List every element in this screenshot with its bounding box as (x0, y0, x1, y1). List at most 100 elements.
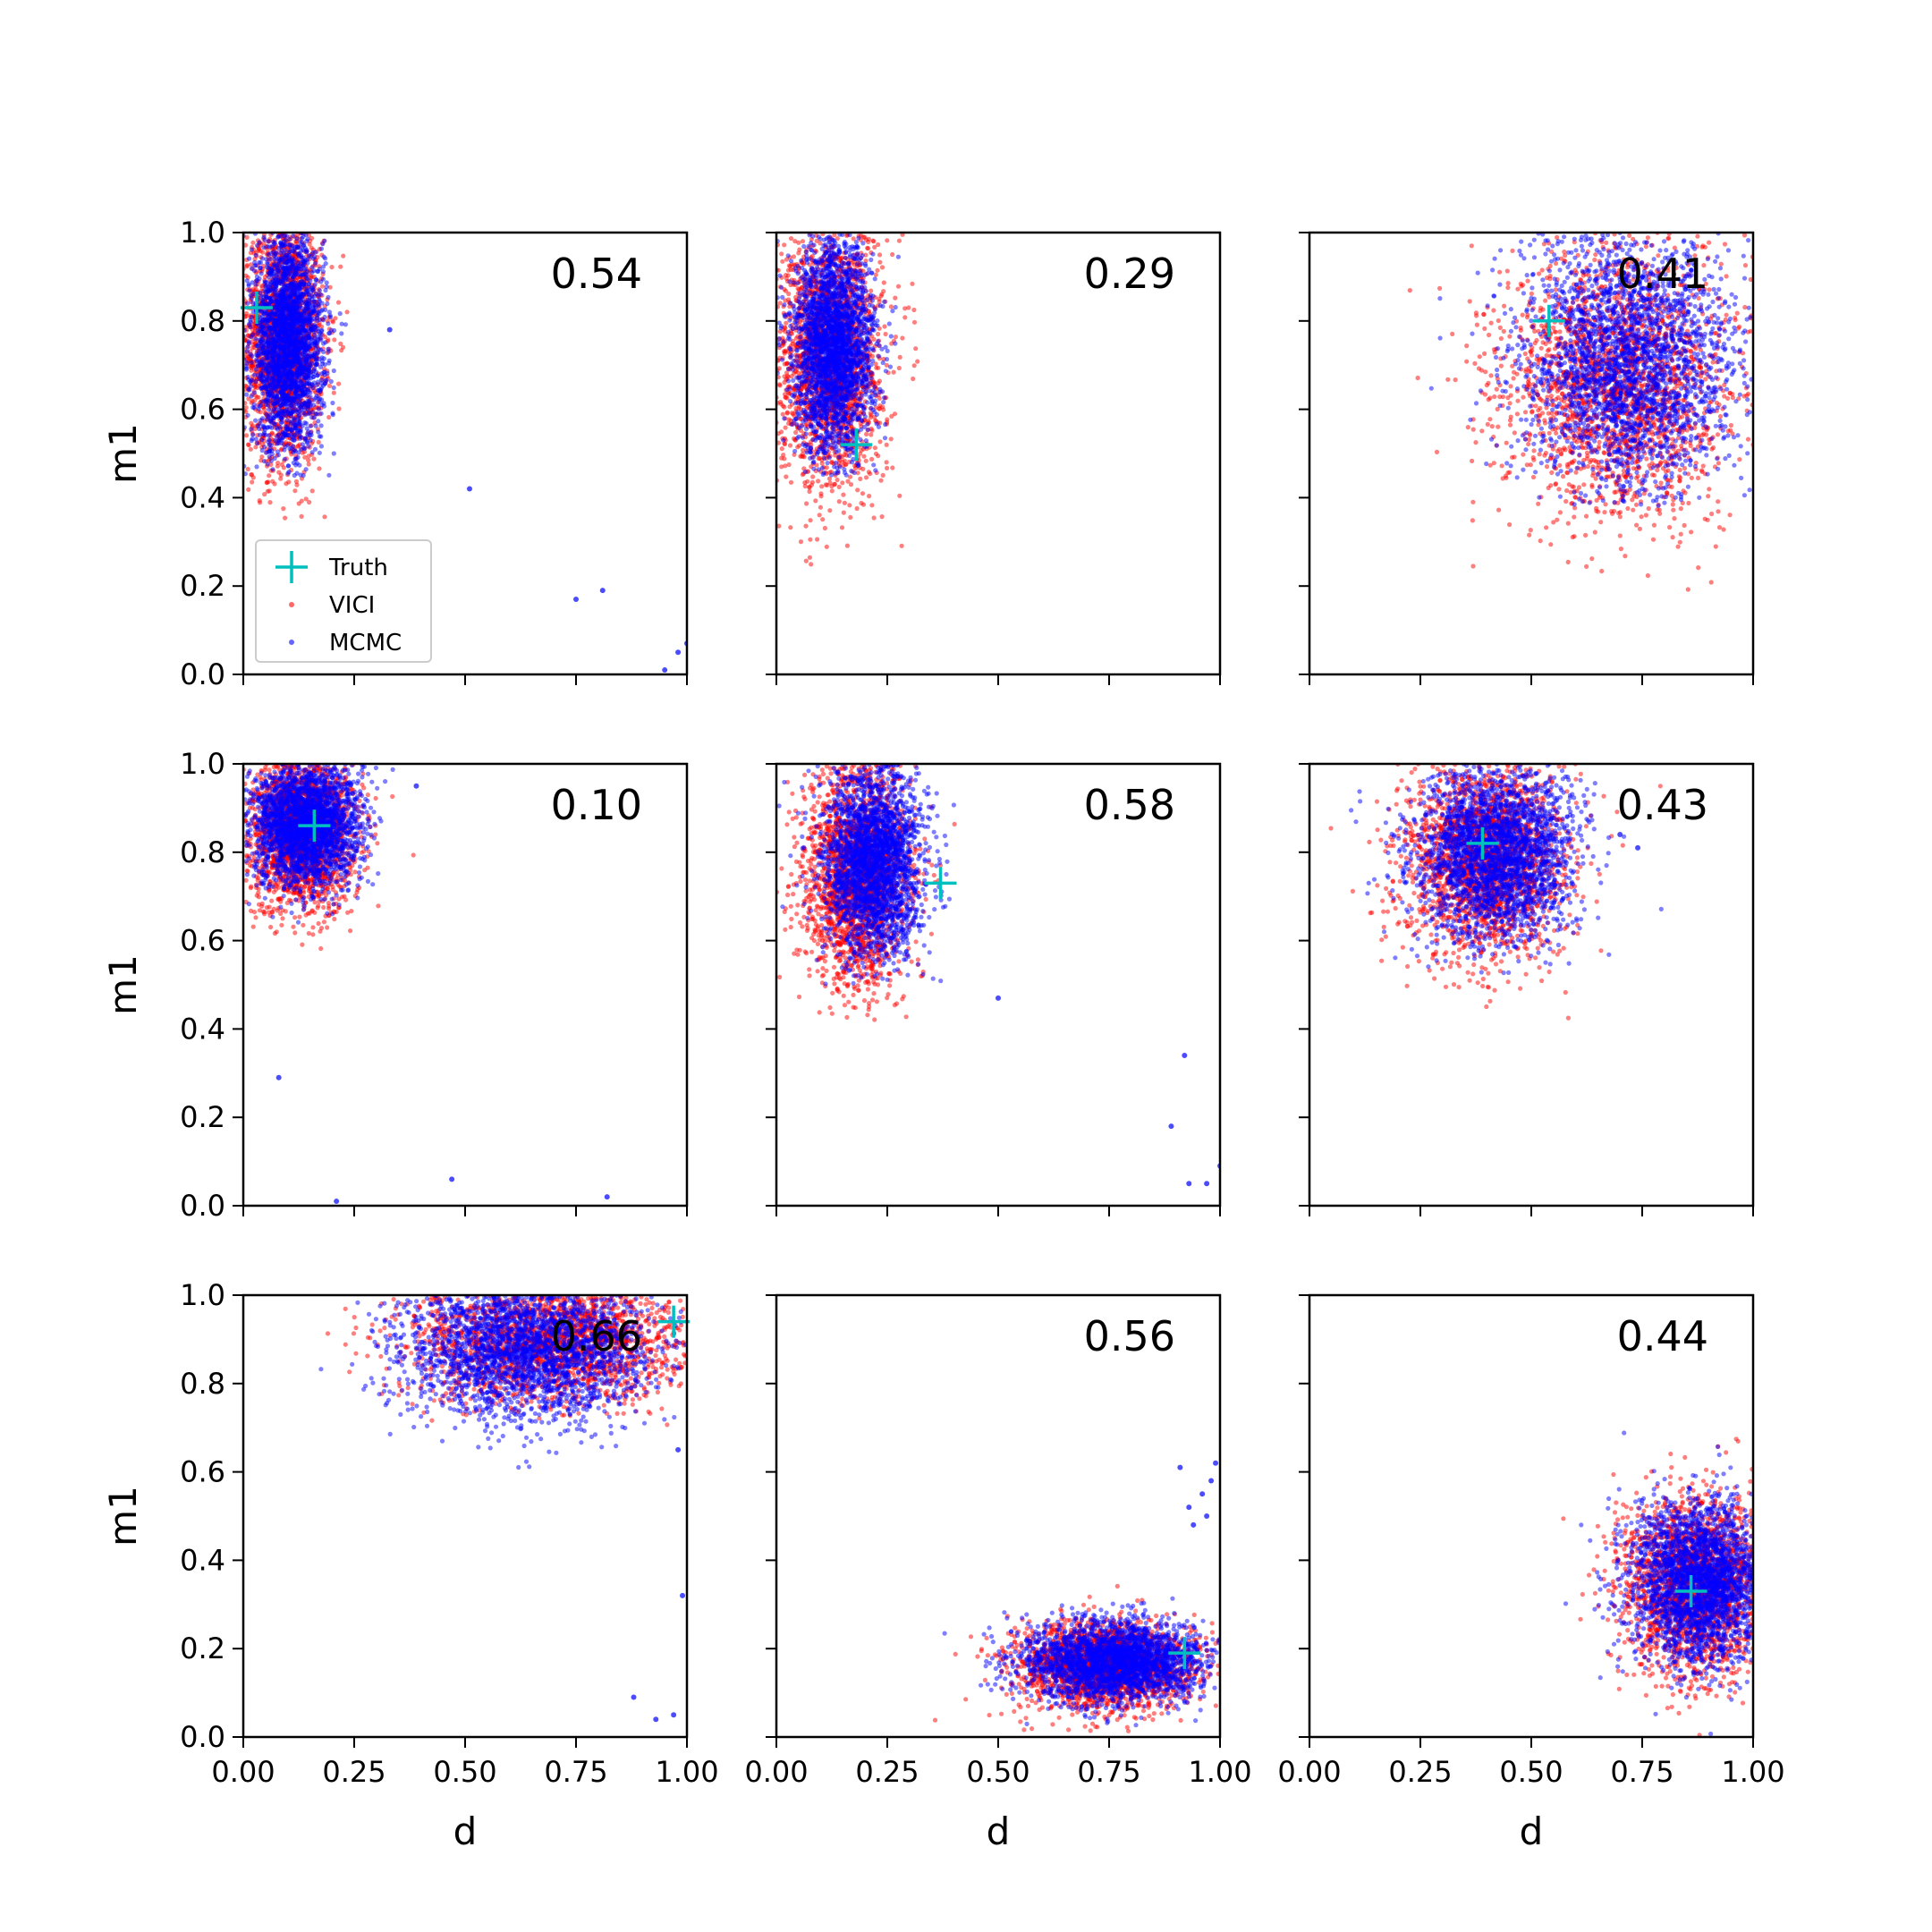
mcmc-samples-point (275, 390, 281, 395)
mcmc-samples-point (272, 455, 277, 462)
mcmc-samples-point (290, 263, 295, 268)
vici-samples-point (840, 480, 845, 486)
mcmc-samples-point (318, 444, 324, 449)
mcmc-samples-point (243, 363, 249, 369)
mcmc-samples-point (285, 273, 291, 278)
vici-samples-point (249, 262, 254, 267)
mcmc-samples-point (312, 446, 318, 452)
mcmc-samples-point (253, 252, 258, 258)
mcmc-samples-point (297, 292, 303, 298)
mcmc-samples-point (307, 335, 312, 340)
mcmc-samples-point (302, 436, 308, 441)
mcmc-samples-point (301, 472, 306, 479)
mcmc-samples-point (292, 395, 298, 401)
mcmc-samples-point (286, 397, 292, 402)
mcmc-samples-point (249, 296, 254, 301)
mcmc-samples-point (271, 416, 276, 421)
mcmc-samples-point (322, 381, 327, 386)
mcmc-samples-point (301, 354, 306, 360)
mcmc-samples-point (284, 418, 290, 423)
vici-samples-point (851, 236, 856, 242)
mcmc-samples-point (292, 378, 297, 384)
mcmc-samples-point (267, 361, 274, 367)
mcmc-samples-point (292, 359, 299, 364)
mcmc-samples-point (287, 366, 292, 371)
mcmc-samples-point (259, 437, 265, 443)
mcmc-samples-point (312, 260, 318, 267)
mcmc-samples-point (294, 391, 300, 396)
mcmc-samples-point (291, 233, 296, 239)
mcmc-samples-point (282, 270, 287, 275)
mcmc-samples-point (304, 358, 309, 363)
mcmc-samples-point (283, 242, 288, 247)
mcmc-samples-point (288, 385, 294, 390)
vici-samples-point (243, 242, 249, 248)
mcmc-samples-point (301, 445, 307, 451)
mcmc-samples-point (295, 299, 301, 305)
vici-samples-point (786, 462, 792, 468)
mcmc-samples-point (273, 255, 279, 260)
vici-samples-point (309, 235, 315, 241)
mcmc-samples-point (285, 463, 291, 469)
mcmc-samples-point (282, 383, 288, 388)
mcmc-samples-point (256, 423, 261, 429)
vici-samples-point (276, 470, 282, 475)
vici-samples-point (259, 283, 265, 289)
mcmc-samples-point (323, 261, 328, 267)
mcmc-samples-point (272, 281, 277, 286)
mcmc-samples-point (280, 325, 285, 330)
vici-samples-point (306, 453, 311, 459)
vici-samples-point (248, 446, 253, 452)
mcmc-samples-point (283, 266, 288, 271)
vici-samples-point (319, 324, 325, 329)
mcmc-samples-point (301, 292, 307, 297)
mcmc-samples-point (289, 335, 294, 341)
mcmc-samples-point (267, 275, 272, 280)
mcmc-samples-point (244, 349, 250, 354)
mcmc-samples-point (258, 293, 264, 299)
mcmc-samples-point (292, 416, 297, 421)
mcmc-samples-point (263, 402, 269, 407)
vici-samples-point (306, 457, 311, 463)
vici-samples-point (873, 451, 879, 456)
mcmc-samples (243, 233, 348, 479)
mcmc-samples-point (294, 470, 300, 476)
vici-samples-point (253, 287, 258, 292)
vici-samples-point (252, 397, 258, 403)
mcmc-samples-point (266, 449, 271, 454)
mcmc-samples-point (260, 391, 266, 396)
mcmc-samples-point (306, 411, 311, 417)
vici-samples-point (326, 383, 333, 388)
mcmc-samples-point (274, 383, 279, 388)
mcmc-samples-point (323, 307, 328, 312)
mcmc-samples-point (244, 360, 250, 366)
vici-samples-point (791, 254, 797, 259)
mcmc-samples-point (297, 272, 303, 277)
mcmc-samples-point (330, 400, 335, 406)
mcmc-samples-point (254, 274, 259, 279)
mcmc-samples-point (268, 250, 274, 256)
mcmc-samples-point (316, 268, 321, 274)
vici-samples-point (283, 515, 288, 521)
mcmc-samples-point (294, 384, 300, 389)
mcmc-samples-point (275, 434, 280, 439)
mcmc-samples-point (324, 280, 329, 285)
vici-samples-point (294, 482, 300, 487)
mcmc-samples-point (309, 293, 315, 299)
mcmc-samples-point (266, 284, 271, 290)
mcmc-samples-point (258, 271, 264, 276)
mcmc-samples-point (305, 406, 310, 411)
vici-samples-point (902, 306, 908, 311)
mcmc-samples-point (249, 266, 254, 271)
mcmc-samples-point (259, 447, 265, 453)
mcmc-samples-point (304, 275, 309, 282)
mcmc-samples-point (268, 458, 274, 463)
mcmc-samples-point (282, 363, 287, 369)
mcmc-samples-point (245, 344, 250, 350)
mcmc-samples-point (301, 310, 307, 316)
mcmc-samples-point (254, 464, 259, 470)
mcmc-samples-point (309, 324, 315, 329)
mcmc-samples-point (246, 283, 251, 288)
vici-samples-point (281, 506, 286, 512)
mcmc-samples-point (301, 279, 307, 285)
